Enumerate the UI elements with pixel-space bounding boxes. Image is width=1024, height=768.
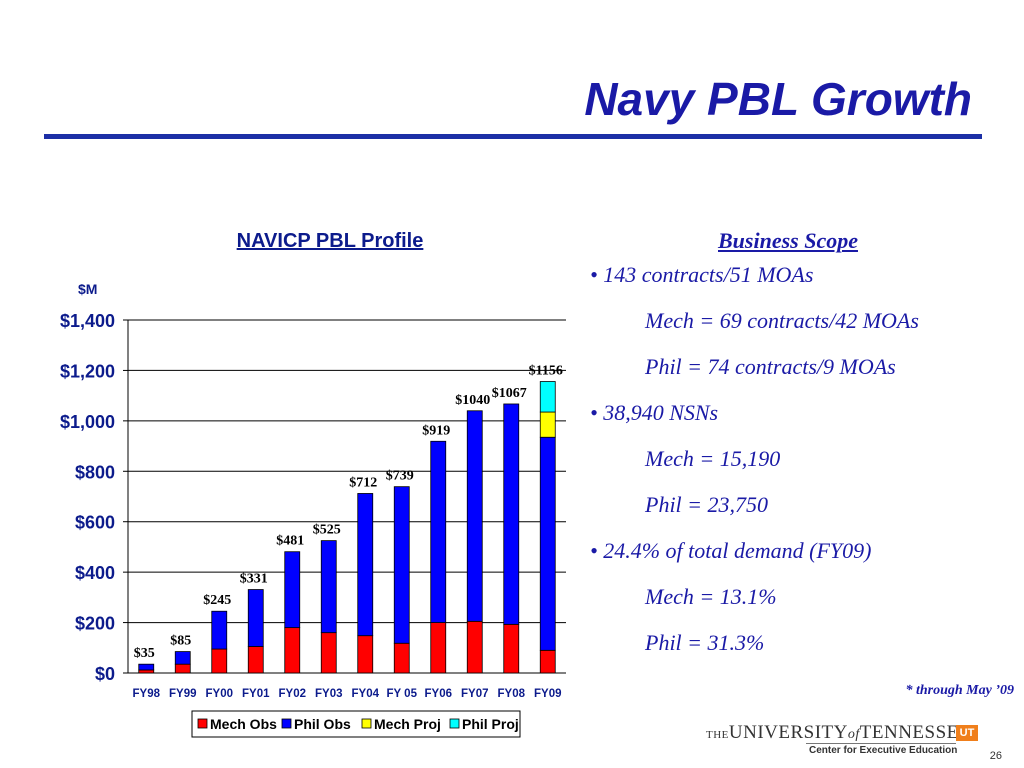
business-scope-list: • 143 contracts/51 MOAs Mech = 69 contrac… [590, 260, 1020, 674]
legend-label: Phil Obs [294, 716, 351, 732]
chart-legend [191, 710, 521, 738]
legend-label: Mech Obs [210, 716, 277, 732]
x-tick-label: FY99 [169, 688, 197, 700]
scope-sub-item: Phil = 23,750 [645, 492, 769, 517]
bar-segment-mech-obs [320, 632, 337, 674]
data-label: $919 [422, 423, 450, 438]
bar-segment-phil-obs [357, 493, 374, 637]
bar-segment-mech-obs [211, 648, 228, 674]
bar-segment-mech-obs [466, 620, 483, 674]
y-tick-label: $1,000 [60, 412, 115, 432]
bar-segment-mech-obs [174, 663, 191, 674]
y-tick-label: $600 [75, 513, 115, 533]
university-name: THEUNIVERSITYofTENNESSEE [706, 722, 971, 743]
data-label: $1156 [529, 364, 563, 379]
bar-segment-phil-obs [539, 436, 556, 651]
bar-segment-phil-obs [211, 610, 228, 650]
bar-segment-mech-obs [430, 622, 447, 674]
page-number: 26 [989, 750, 1002, 762]
bar-segment-mech-obs [393, 642, 410, 674]
data-label: $245 [203, 593, 231, 608]
bar-segment-mech-obs [247, 646, 264, 674]
university-logo: THEUNIVERSITYofTENNESSEE UT Center for E… [706, 722, 978, 762]
legend-swatch [281, 718, 292, 729]
legend-label: Phil Proj [462, 716, 519, 732]
scope-sub-item: Mech = 15,190 [645, 446, 781, 471]
legend-swatch [197, 718, 208, 729]
slide-title: Navy PBL Growth [584, 73, 972, 125]
scope-bullet-item: • 24.4% of total demand (FY09) [590, 538, 872, 563]
logo-subtitle: Center for Executive Education [809, 745, 958, 756]
x-tick-label: FY98 [133, 688, 161, 700]
title-divider [44, 134, 982, 139]
business-scope-panel: Business Scope • 143 contracts/51 MOAs Me… [590, 228, 1020, 674]
scope-sub-item: Mech = 13.1% [645, 584, 777, 609]
x-tick-label: FY02 [279, 688, 307, 700]
data-label: $35 [134, 646, 155, 661]
data-label: $331 [240, 572, 268, 587]
bar-segment-phil-obs [174, 651, 191, 665]
bar-segment-mech-obs [503, 623, 520, 674]
bar-segment-phil-obs [393, 486, 410, 644]
bar-segment-phil-obs [466, 410, 483, 622]
bar-segment-mech-obs [138, 669, 155, 674]
bar-segment-phil-obs [503, 403, 520, 625]
scope-bullet-item: • 143 contracts/51 MOAs [590, 262, 814, 287]
footnote: * through May ’09 [905, 683, 1014, 698]
y-tick-label: $0 [95, 664, 115, 684]
y-tick-label: $1,200 [60, 361, 115, 381]
bar-segment-phil-obs [284, 551, 301, 629]
data-label: $1040 [455, 393, 490, 408]
x-tick-label: FY00 [206, 688, 234, 700]
x-tick-label: FY08 [498, 688, 526, 700]
bar-segment-phil-obs [430, 440, 447, 623]
x-tick-label: FY07 [461, 688, 489, 700]
data-label: $85 [170, 634, 191, 649]
y-tick-label: $1,400 [60, 311, 115, 331]
scope-bullet-item: • 38,940 NSNs [590, 400, 719, 425]
x-tick-label: FY06 [425, 688, 453, 700]
bar-segment-mech-obs [284, 627, 301, 674]
legend-swatch [449, 718, 460, 729]
y-tick-label: $200 [75, 614, 115, 634]
x-tick-label: FY04 [352, 688, 380, 700]
data-label: $712 [349, 475, 377, 490]
y-tick-label: $800 [75, 462, 115, 482]
scope-sub-item: Mech = 69 contracts/42 MOAs [645, 308, 919, 333]
y-tick-label: $400 [75, 563, 115, 583]
bar-segment-phil-proj [539, 381, 556, 413]
logo-rule [806, 743, 956, 744]
x-tick-label: FY09 [534, 688, 562, 700]
scope-sub-item: Phil = 74 contracts/9 MOAs [645, 354, 896, 379]
bar-segment-phil-obs [247, 589, 264, 647]
x-tick-label: FY 05 [387, 688, 418, 700]
bar-segment-mech-proj [539, 411, 556, 438]
bar-segment-phil-obs [138, 663, 155, 671]
x-tick-label: FY01 [242, 688, 270, 700]
business-scope-heading: Business Scope [718, 228, 858, 253]
legend-swatch [361, 718, 372, 729]
bar-chart: $0 $200 $400 $600 $800 $1,000 $1,200 $1,400 FY98… [60, 311, 566, 738]
bar-segment-mech-obs [539, 649, 556, 674]
bar-segment-mech-obs [357, 635, 374, 674]
data-label: $1067 [492, 386, 527, 401]
data-label: $525 [313, 523, 341, 538]
data-label: $739 [386, 469, 414, 484]
bar-segment-phil-obs [320, 540, 337, 634]
x-tick-label: FY03 [315, 688, 343, 700]
scope-sub-item: Phil = 31.3% [645, 630, 765, 655]
data-label: $481 [276, 534, 304, 549]
y-axis-unit-label: $M [78, 281, 98, 297]
ut-badge-icon: UT [956, 725, 978, 741]
legend-label: Mech Proj [374, 716, 441, 732]
chart-title: NAVICP PBL Profile [236, 230, 424, 252]
